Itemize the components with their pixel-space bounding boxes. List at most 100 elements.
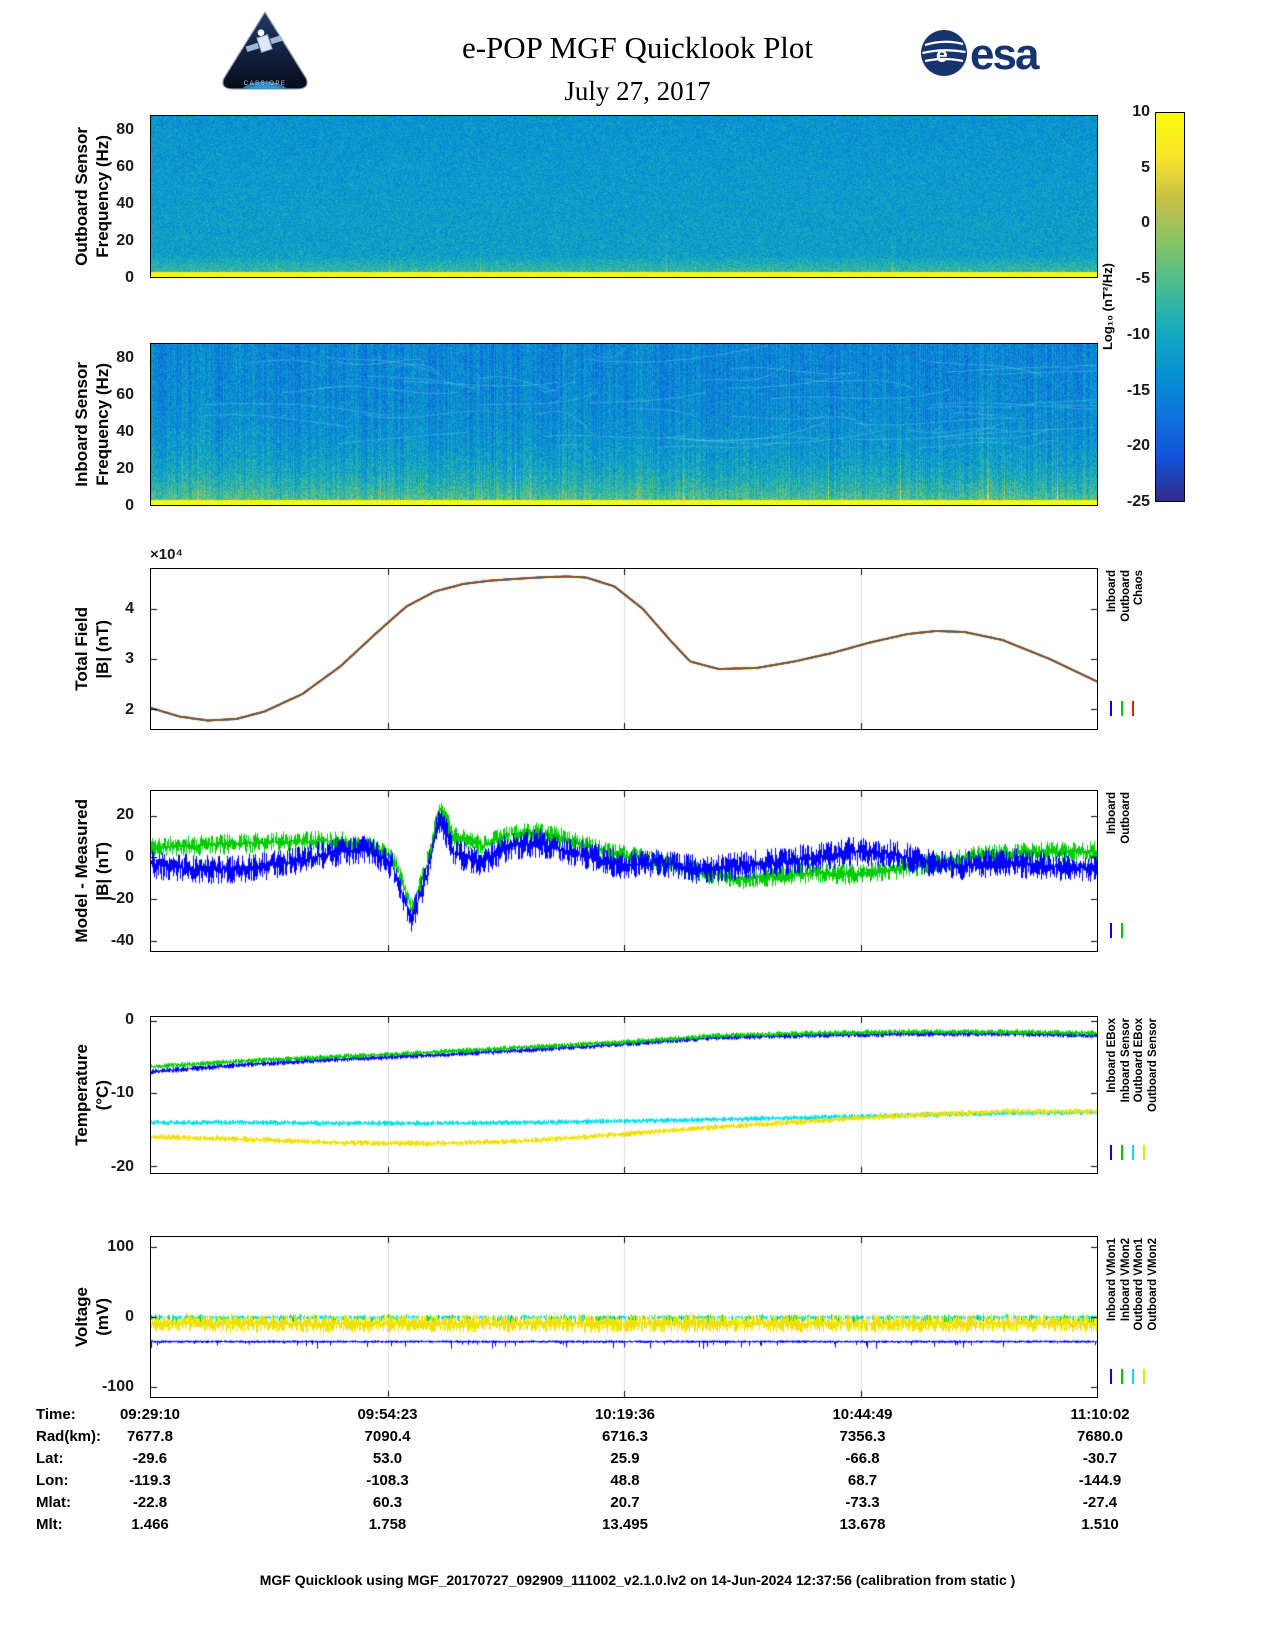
y-tick-label: -40	[110, 932, 134, 950]
y-tick-label: 0	[125, 269, 134, 286]
legend-voltage: Inboard VMon1 Inboard VMon2 Outboard VMon1…	[1104, 1236, 1224, 1398]
table-cell: 10:44:49	[832, 1406, 893, 1423]
table-cell: -27.4	[1082, 1494, 1118, 1511]
svg-text:e: e	[936, 44, 948, 67]
table-cell: 20.7	[610, 1494, 640, 1511]
y-tick-label: -20	[110, 1157, 134, 1175]
table-cell: -73.3	[845, 1494, 880, 1511]
y-axis-temperature: 0 -10 -20	[86, 1011, 142, 1175]
y-tick-label: 3	[125, 650, 134, 668]
colorbar: Log₁₀ (nT²/Hz) 10 5 0 -5 -10 -15 -20 -25	[1100, 103, 1275, 510]
plot-area-model-measured	[150, 790, 1098, 952]
legend-color-dash	[1143, 1369, 1145, 1384]
total-field-canvas	[151, 569, 1097, 729]
table-row: Time: 09:29:10 09:54:23 10:19:36 10:44:49 11:…	[0, 1406, 1275, 1428]
y-tick-label: 20	[116, 231, 134, 249]
table-cell: 1.466	[131, 1516, 169, 1533]
plot-area-inboard	[150, 343, 1098, 506]
legend-color-dashes	[1110, 923, 1123, 938]
voltage-canvas	[151, 1237, 1097, 1397]
y-tick-label: 20	[116, 459, 134, 477]
y-axis-voltage: 100 0 -100	[86, 1236, 142, 1398]
legend-color-dash	[1143, 1145, 1145, 1160]
colorbar-tick-label: -5	[1135, 270, 1150, 288]
legend-label: Outboard EBox	[1133, 1018, 1146, 1103]
legend-color-dash	[1121, 1145, 1123, 1160]
panel-inboard-spectrogram: Inboard Sensor Frequency (Hz) 80 60 40 20 0	[0, 343, 1275, 514]
colorbar-tick-label: -20	[1126, 437, 1150, 455]
table-cell: 1.510	[1081, 1516, 1119, 1533]
y-tick-label: 80	[116, 348, 134, 366]
legend-color-dash	[1121, 1369, 1123, 1384]
table-cell: -66.8	[845, 1450, 880, 1467]
y-axis-outboard: 80 60 40 20 0	[86, 115, 142, 286]
legend-label: Chaos	[1133, 570, 1146, 606]
y-tick-label: 60	[116, 385, 134, 403]
legend-labels: Inboard VMon1 Inboard VMon2 Outboard VMon1…	[1106, 1238, 1160, 1331]
y-axis-scale-note: ×10⁴	[150, 546, 183, 563]
legend-color-dash	[1110, 1145, 1112, 1160]
colorbar-canvas	[1156, 113, 1184, 501]
table-row-label: Mlt:	[36, 1516, 63, 1533]
legend-label: Inboard	[1106, 792, 1118, 835]
colorbar-tick-label: -10	[1126, 325, 1150, 343]
legend-color-dash	[1121, 701, 1123, 716]
y-tick-label: -10	[110, 1084, 134, 1102]
table-row-label: Time:	[36, 1406, 76, 1423]
panel-temperature: Temperature (°C) 0 -10 -20 Inboard EBox Inb…	[0, 1011, 1275, 1175]
colorbar-tick-label: 10	[1132, 103, 1150, 120]
table-row-label: Lon:	[36, 1472, 69, 1489]
legend-color-dashes	[1110, 1369, 1145, 1384]
table-row-label: Mlat:	[36, 1494, 71, 1511]
colorbar-tick-label: -25	[1126, 493, 1150, 510]
colorbar-gradient	[1155, 112, 1185, 502]
table-cell: 1.758	[368, 1516, 407, 1533]
cassiope-mission-logo: CASSIOPE	[222, 11, 308, 90]
inboard-spectrogram-canvas	[151, 344, 1097, 505]
legend-total-field: Inboard Outboard Chaos	[1104, 568, 1224, 730]
y-tick-label: 100	[107, 1237, 134, 1255]
panel-model-measured: Model - Measured |B| (nT) 20 0 -20 -40 Inbo…	[0, 790, 1275, 952]
footer-note: MGF Quicklook using MGF_20170727_092909_…	[259, 1572, 1016, 1588]
y-tick-label: -100	[101, 1378, 134, 1396]
y-axis-inboard: 80 60 40 20 0	[86, 343, 142, 514]
table-cell: 09:29:10	[119, 1406, 181, 1423]
table-row: Rad(km): 7677.8 7090.4 6716.3 7356.3 7680.0	[0, 1428, 1275, 1450]
table-cell: -119.3	[129, 1472, 171, 1489]
model-measured-canvas	[151, 791, 1097, 951]
y-tick-label: -20	[110, 890, 134, 908]
legend-label: Inboard Sensor	[1119, 1018, 1132, 1103]
y-tick-label: 2	[125, 700, 134, 718]
table-cell: 09:54:23	[357, 1406, 418, 1423]
legend-label: Inboard	[1106, 570, 1118, 613]
table-row: Lon: -119.3 -108.3 48.8 68.7 -144.9	[0, 1472, 1275, 1494]
table-cell: 7090.4	[364, 1428, 411, 1445]
legend-color-dashes	[1110, 1145, 1145, 1160]
table-row: Mlat: -22.8 60.3 20.7 -73.3 -27.4	[0, 1494, 1275, 1516]
legend-color-dash	[1110, 701, 1112, 716]
table-cell: 7356.3	[839, 1428, 886, 1445]
legend-model-measured: Inboard Outboard	[1104, 790, 1224, 952]
legend-labels: Inboard Outboard Chaos	[1106, 570, 1146, 622]
legend-color-dash	[1110, 1369, 1112, 1384]
y-tick-label: 20	[116, 806, 134, 824]
table-cell: -22.8	[132, 1494, 168, 1511]
plot-area-total-field	[150, 568, 1098, 730]
table-cell: -108.3	[366, 1472, 409, 1489]
table-cell: 13.495	[602, 1516, 648, 1533]
temperature-canvas	[151, 1017, 1097, 1173]
legend-color-dash	[1132, 1369, 1134, 1384]
table-cell: 60.3	[372, 1494, 403, 1511]
legend-label: Outboard	[1119, 570, 1132, 622]
table-row-label: Lat:	[36, 1450, 64, 1467]
table-row: Lat: -29.6 53.0 25.9 -66.8 -30.7	[0, 1450, 1275, 1472]
y-tick-label: 80	[116, 120, 134, 138]
esa-logo-text: esa	[970, 30, 1040, 79]
legend-label: Outboard	[1119, 792, 1132, 844]
legend-labels: Inboard Outboard	[1106, 792, 1132, 844]
plot-area-outboard	[150, 115, 1098, 278]
table-cell: 10:19:36	[594, 1406, 656, 1423]
colorbar-tick-label: 0	[1141, 214, 1150, 232]
